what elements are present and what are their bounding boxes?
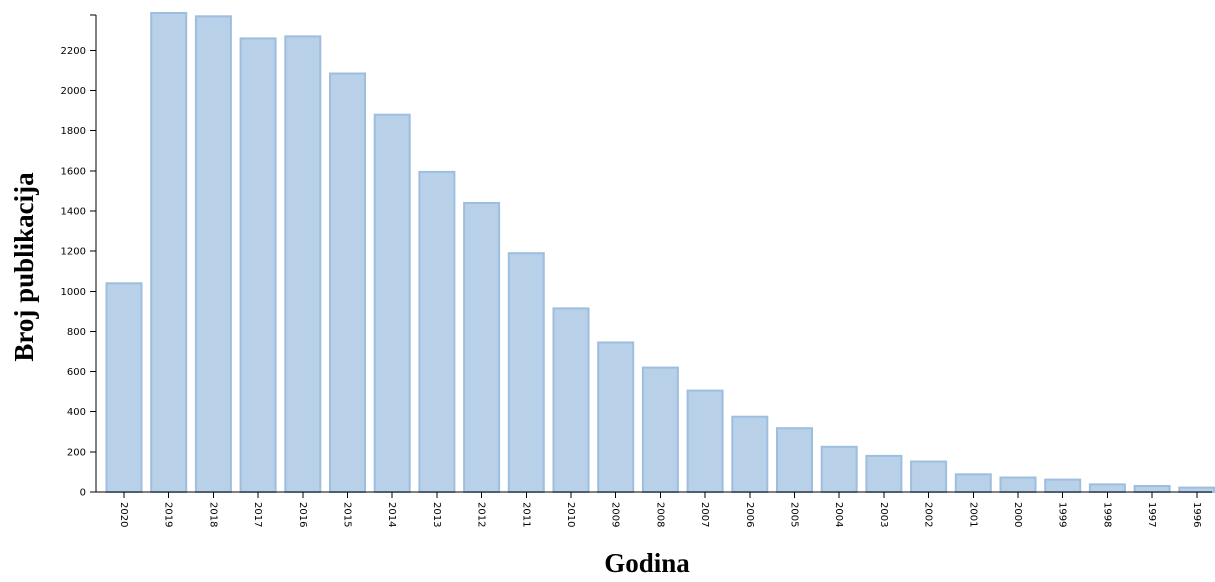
x-tick-label: 1999 (1057, 502, 1068, 527)
x-tick-label: 2017 (252, 502, 263, 527)
x-tick-label: 2012 (476, 502, 487, 527)
y-tick-label: 1400 (61, 207, 86, 218)
x-tick-label: 1996 (1191, 502, 1202, 527)
y-axis: 0 200 400 600 800 1000 1200 1400 1600 1800 2000 220… (61, 14, 97, 499)
y-tick-label: 2200 (61, 46, 86, 57)
bar-2001 (954, 473, 992, 493)
y-tick-label: 200 (67, 447, 86, 458)
bar-2005 (776, 427, 813, 494)
bar-1997 (1133, 485, 1171, 493)
x-tick-label: 2015 (342, 502, 353, 527)
x-tick-label: 2020 (118, 502, 129, 527)
x-tick-label: 2011 (520, 502, 531, 527)
bar-2009 (597, 341, 635, 493)
x-tick-label: 1998 (1101, 502, 1112, 527)
x-tick-label: 2007 (699, 502, 710, 527)
bar-2002 (910, 460, 948, 493)
bar-2003 (865, 454, 903, 493)
y-tick-label: 1000 (61, 287, 86, 298)
y-tick-label: 600 (67, 367, 86, 378)
x-tick-label: 1997 (1146, 502, 1157, 527)
y-tick-label: 2000 (61, 86, 86, 97)
bar-2007 (686, 389, 724, 494)
x-tick-label: 2000 (1012, 502, 1023, 527)
bar-1998 (1088, 483, 1126, 493)
x-tick-label: 2016 (297, 502, 308, 527)
bar-2014 (373, 113, 411, 493)
x-axis: 2020 2019 2018 2017 2016 2015 2014 2013 2012 2011… (96, 491, 1212, 527)
y-tick-label: 1200 (61, 247, 86, 258)
y-tick-label: 400 (67, 407, 86, 418)
bar-2000 (999, 476, 1037, 493)
bar-2010 (552, 307, 590, 493)
x-axis-title: Godina (604, 548, 690, 578)
y-axis-title: Broj publikacija (9, 172, 39, 362)
x-tick-label: 2008 (654, 502, 665, 527)
bar-2013 (418, 170, 456, 493)
x-tick-label: 2003 (878, 502, 889, 527)
x-tick-label: 2010 (565, 502, 576, 527)
y-tick-label: 1600 (61, 166, 86, 177)
y-tick-label: 1800 (61, 126, 86, 137)
y-tick-label: 0 (80, 488, 86, 499)
x-tick-label: 2018 (207, 502, 218, 527)
bar-2017 (239, 37, 277, 494)
bar-2018 (194, 15, 232, 494)
bar-2011 (507, 252, 545, 493)
x-tick-label: 2019 (163, 502, 174, 527)
x-tick-label: 2014 (386, 502, 397, 527)
x-tick-label: 2001 (967, 502, 978, 527)
x-tick-label: 2004 (833, 502, 844, 527)
bar-2020 (105, 282, 143, 493)
bar-2006 (731, 415, 769, 494)
bar-2004 (820, 445, 858, 493)
bar-2016 (284, 35, 322, 494)
x-tick-label: 2013 (431, 502, 442, 527)
bar-2012 (463, 202, 501, 493)
y-tick-label: 800 (67, 327, 86, 338)
x-tick-label: 2002 (923, 502, 934, 527)
bar-2015 (329, 72, 366, 493)
x-tick-label: 2009 (610, 502, 621, 527)
bar-1999 (1044, 478, 1082, 494)
bar-1996 (1178, 486, 1215, 494)
x-tick-label: 2005 (789, 502, 800, 527)
bars-group (105, 12, 1215, 494)
x-tick-label: 2006 (744, 502, 755, 527)
bar-2008 (641, 366, 679, 494)
bar-2019 (150, 12, 188, 493)
